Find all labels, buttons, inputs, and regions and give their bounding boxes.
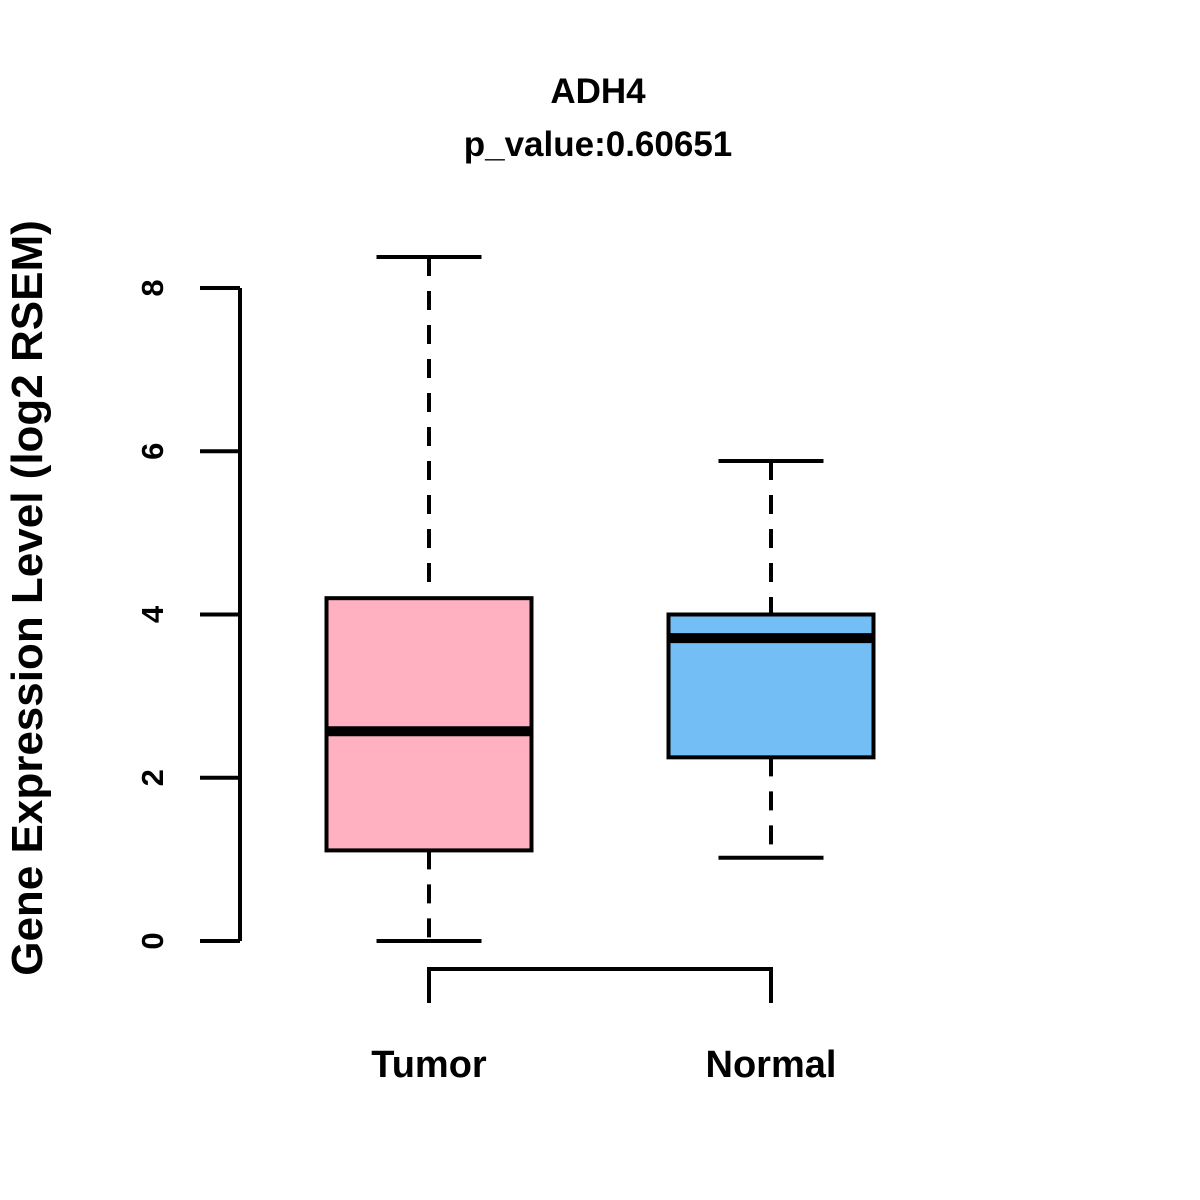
y-axis-label: Gene Expression Level (log2 RSEM): [3, 220, 52, 976]
y-tick-label: 8: [135, 279, 170, 296]
x-category-label-normal: Normal: [706, 1044, 837, 1086]
x-axis-bracket: [427, 967, 773, 1003]
chart-subtitle: p_value:0.60651: [464, 125, 733, 164]
chart-title: ADH4: [550, 72, 646, 111]
y-tick-label: 4: [135, 605, 170, 623]
y-tick-label: 2: [135, 769, 170, 786]
y-tick-label: 6: [135, 443, 170, 460]
x-category-label-tumor: Tumor: [371, 1044, 487, 1086]
box-tumor: [324, 596, 534, 853]
plot-layer: 0 2 4 6 8: [135, 254, 876, 1003]
y-tick-label: 0: [135, 932, 170, 949]
